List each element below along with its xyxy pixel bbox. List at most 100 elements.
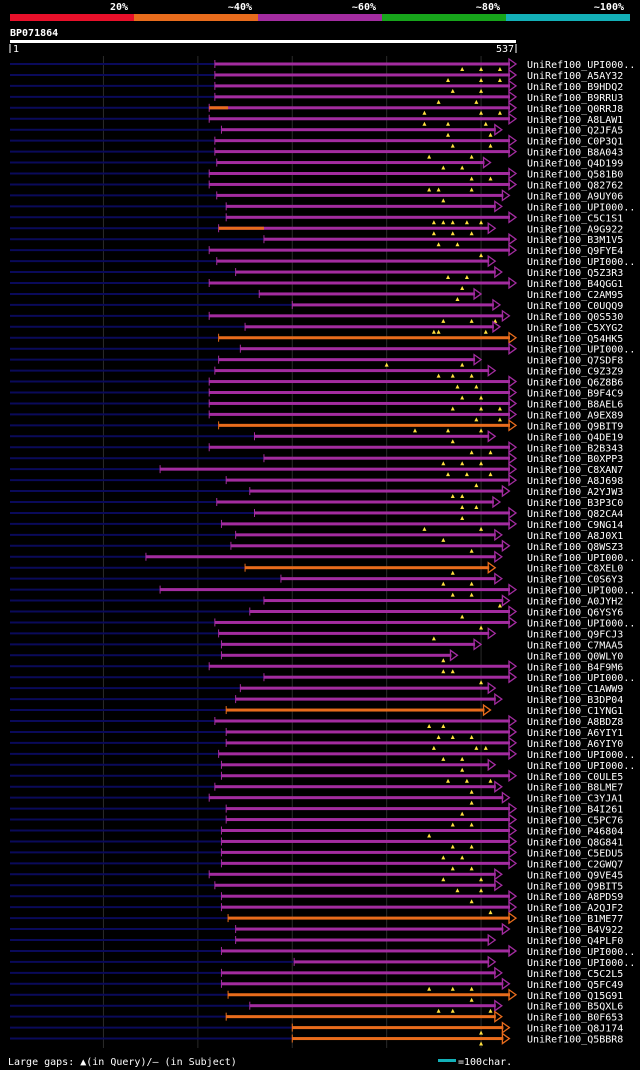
hit-end-arrow [508, 101, 518, 115]
hit-row: UniRef100_B8LME7 [10, 780, 623, 794]
hit-label: UniRef100_C2GWQ7 [527, 859, 623, 870]
hit-row: UniRef100_A2QJF2 [10, 900, 623, 915]
gap-marker [450, 439, 455, 444]
hit-label: UniRef100_B9RRU3 [527, 93, 623, 104]
hit-row: UniRef100_UPI000.. [10, 944, 635, 958]
gap-marker [450, 822, 455, 827]
hit-end-arrow [508, 397, 518, 410]
gap-marker [474, 483, 479, 488]
hit-end-arrow [508, 583, 518, 596]
hit-row: UniRef100_A9G922 [10, 221, 623, 236]
hit-end-arrow [508, 419, 518, 432]
hit-bar [221, 522, 510, 526]
hit-label: UniRef100_P46804 [527, 827, 623, 838]
hit-end-arrow [508, 889, 518, 903]
hit-end-arrow [508, 375, 518, 388]
gap-marker [450, 1008, 455, 1013]
hit-label: UniRef100_C3YJA1 [527, 794, 623, 805]
hit-end-arrow [508, 802, 518, 815]
hit-row: UniRef100_UPI000.. [10, 200, 635, 213]
hit-end-arrow [508, 167, 518, 180]
hit-label: UniRef100_C1YNG1 [527, 706, 623, 717]
hit-label: UniRef100_UPI000.. [527, 60, 635, 71]
hit-row: UniRef100_UPI000.. [10, 550, 635, 564]
hit-label: UniRef100_A6YIY0 [527, 739, 623, 750]
hit-bar [209, 872, 496, 876]
hit-row: UniRef100_Q0WLY0 [10, 649, 623, 663]
gap-marker [441, 756, 446, 761]
gap-marker [479, 220, 484, 225]
hit-row: UniRef100_Q7SDF8 [10, 353, 623, 367]
gap-marker [384, 362, 389, 367]
hit-row: UniRef100_UPI000.. [10, 342, 635, 356]
hit-row: UniRef100_B8AEL6 [10, 397, 623, 411]
gap-marker [441, 461, 446, 466]
gap-marker [483, 745, 488, 750]
query-start-label: 1 [13, 44, 19, 55]
hit-bar [221, 774, 510, 778]
gap-marker [474, 505, 479, 509]
hit-row: UniRef100_B0F653 [10, 1010, 623, 1024]
color-scale-label: ~80% [476, 2, 500, 13]
hit-bar [240, 347, 511, 351]
color-scale-label: ~60% [352, 2, 376, 13]
gap-marker [436, 329, 441, 334]
hit-bar [145, 555, 496, 559]
gap-marker [479, 680, 484, 685]
hit-bar [209, 664, 510, 668]
hit-end-arrow [487, 254, 497, 268]
hit-label: UniRef100_A6YIY1 [527, 728, 623, 739]
hit-end-arrow [501, 1032, 511, 1045]
gap-marker [450, 494, 455, 499]
hit-bar [226, 730, 510, 734]
hit-bar [235, 270, 496, 274]
hit-row: UniRef100_B4F9M6 [10, 659, 623, 674]
hit-bar [221, 971, 496, 975]
gap-marker [446, 132, 451, 137]
hit-label: UniRef100_Q0S530 [527, 312, 623, 323]
hit-row: UniRef100_B3P3C0 [10, 495, 623, 509]
gap-marker [455, 242, 460, 247]
hit-bar [209, 380, 510, 384]
hit-end-arrow [508, 857, 518, 870]
hit-label: UniRef100_Q5Z3R3 [527, 268, 623, 279]
query-bar [10, 40, 516, 43]
hit-end-arrow [508, 90, 518, 104]
hit-end-arrow [494, 200, 503, 213]
gap-marker [441, 165, 446, 170]
hit-end-arrow [487, 364, 497, 377]
hit-row: UniRef100_Q9FYE4 [10, 243, 623, 258]
gap-marker [497, 417, 502, 422]
hit-bar [214, 84, 510, 88]
hit-row: UniRef100_UPI000.. [10, 57, 635, 71]
hit-row: UniRef100_A5AY32 [10, 68, 623, 82]
hit-bar [221, 850, 510, 854]
hit-end-arrow [492, 298, 502, 312]
hit-row: UniRef100_A9EX89 [10, 408, 623, 422]
hit-end-arrow [508, 835, 518, 848]
gap-marker [497, 603, 502, 608]
hit-end-arrow [508, 813, 518, 826]
gap-marker [446, 472, 451, 477]
hit-row: UniRef100_Q9FCJ3 [10, 627, 623, 641]
hit-label: UniRef100_Q2JFA5 [527, 126, 623, 137]
hit-row: UniRef100_C5PC76 [10, 813, 623, 827]
gap-marker [455, 296, 460, 301]
gap-marker [441, 855, 446, 860]
hit-label: UniRef100_Q6YSY6 [527, 608, 623, 619]
hit-row: UniRef100_A0JYH2 [10, 594, 623, 608]
hit-end-arrow [508, 659, 518, 673]
hit-row: UniRef100_UPI000.. [10, 955, 635, 969]
gap-marker [446, 121, 451, 126]
hit-end-arrow [508, 112, 518, 126]
hit-row: UniRef100_Q5BBR8 [10, 1032, 623, 1046]
hit-end-arrow [487, 933, 497, 947]
hit-end-arrow [508, 911, 518, 925]
hit-bar [221, 829, 510, 832]
hit-bar [221, 982, 504, 986]
gap-marker [474, 384, 479, 389]
hit-end-arrow [508, 68, 518, 82]
gap-marker [460, 614, 465, 619]
hit-label: UniRef100_UPI000.. [527, 958, 635, 969]
gap-marker [469, 581, 474, 586]
